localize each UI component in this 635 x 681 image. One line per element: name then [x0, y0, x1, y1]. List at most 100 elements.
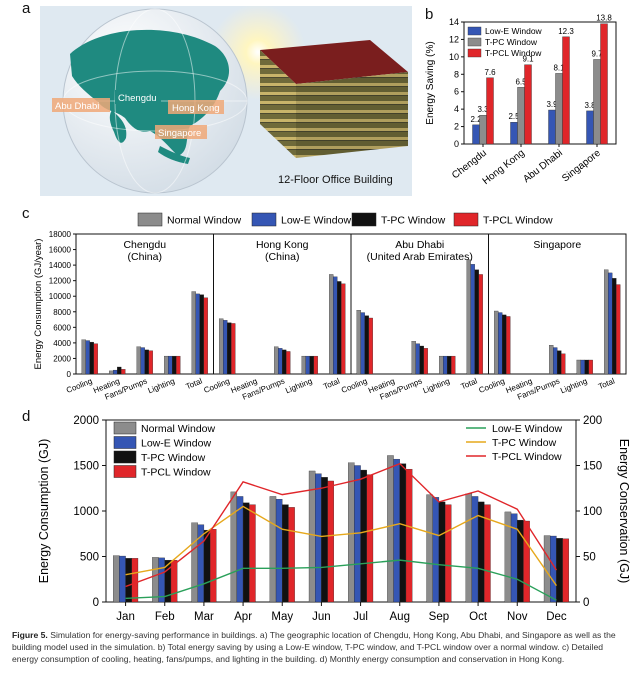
y-tick-label: 12	[449, 34, 459, 44]
figure-caption: Figure 5. Simulation for energy-saving p…	[12, 629, 627, 665]
chart-monthly-energy: 0 500 1000 1500 2000 0 50 100 150 200 Energy Consu…	[37, 415, 630, 623]
legend-swatch	[113, 450, 137, 464]
data-label: 7.6	[484, 68, 496, 77]
bar-low-e-window	[608, 272, 613, 375]
bar-t-pcl-window	[423, 348, 428, 375]
bar-t-pc-window	[199, 294, 204, 375]
bar-t-pc-window	[89, 341, 94, 375]
bar-t-pcl-window	[484, 504, 491, 603]
legend-label: T-PC Window	[492, 437, 557, 449]
legend-swatch	[137, 212, 163, 227]
panel-a-illustration: Abu Dhabi Chengdu Hong Kong Singapore 12…	[40, 6, 412, 196]
bar-t-pc-window	[517, 519, 524, 603]
bar-normal-window	[274, 346, 279, 375]
x-tick-label: Nov	[507, 611, 528, 623]
city-tag-singapore	[155, 125, 207, 139]
y-tick-label: 8	[454, 69, 459, 79]
bar-low-e-window	[333, 276, 338, 375]
bar-t-pc-window	[502, 314, 507, 375]
bar-t-pc-window	[584, 359, 589, 375]
x-tick-label: Cooling	[65, 377, 94, 396]
y2-axis-label: Energy Conservation (GJ)	[617, 439, 630, 584]
bar-normal-window	[301, 355, 306, 375]
y-tick-label: 0	[454, 139, 459, 149]
bar-normal-window	[356, 310, 361, 375]
city-label-abudhabi: Abu Dhabi	[55, 101, 99, 112]
bar-t-pc-window	[309, 355, 314, 375]
bar-t-pcl-window	[203, 297, 208, 375]
city-tag-hongkong	[168, 100, 224, 114]
bar-t-pcl-window	[176, 355, 181, 375]
bar-t-pc-window	[474, 269, 479, 375]
bar-low-e-window	[510, 122, 518, 145]
chart-energy-consumption: 0 2000 4000 6000 8000 10000 12000 14000 16000 180…	[33, 212, 627, 402]
legend-swatch	[467, 37, 482, 47]
x-tick-label: Total	[322, 376, 341, 391]
y-tick-label: 0	[93, 597, 99, 609]
bar-normal-window	[269, 496, 277, 603]
x-tick-label: Jun	[312, 611, 331, 623]
legend-label: T-PC Window	[381, 215, 446, 227]
panel-a-label: a	[22, 0, 31, 17]
bar-low-e-window	[315, 473, 322, 603]
bar-low-e-window	[498, 312, 503, 375]
caption-text: Simulation for energy-saving performance…	[12, 630, 616, 664]
bar-low-e-window	[236, 496, 244, 603]
bar-low-e-window	[278, 348, 283, 375]
y-tick-label: 10000	[49, 292, 72, 301]
panel-b-label: b	[425, 6, 434, 23]
x-tick-label: Jan	[116, 611, 135, 623]
data-label: 13.8	[596, 14, 612, 23]
y-tick-label: 1500	[73, 461, 99, 473]
bar-low-e-window	[432, 497, 440, 603]
x-tick-label: May	[271, 611, 293, 623]
bar-low-e-window	[548, 109, 556, 145]
city-label-chengdu: Chengdu	[118, 93, 157, 104]
city-tag-chengdu	[115, 90, 161, 104]
office-building	[260, 40, 408, 158]
y-tick-label: 2000	[53, 354, 71, 363]
y-tick-label: 2000	[73, 415, 99, 427]
bar-normal-window	[219, 318, 224, 375]
bar-t-pcl-window	[562, 538, 569, 603]
bar-normal-window	[426, 494, 433, 603]
bar-t-pc-window	[360, 469, 367, 603]
y-tick-label: 500	[80, 552, 99, 564]
bar-t-pcl-window	[562, 36, 570, 145]
x-tick-label: Total	[459, 376, 478, 391]
y-tick-label: 6	[454, 87, 459, 97]
bar-t-pcl-window	[524, 64, 532, 145]
legend-swatch	[113, 436, 137, 449]
bar-low-e-window	[85, 340, 90, 375]
bar-t-pc-window	[117, 366, 122, 375]
bar-low-e-window	[195, 293, 200, 375]
data-label: 2.2	[470, 115, 482, 124]
group-subtitle: (China)	[265, 251, 299, 263]
bar-low-e-window	[470, 264, 475, 375]
x-tick-label: Sep	[429, 611, 449, 623]
bar-normal-window	[466, 259, 471, 375]
bar-low-e-window	[471, 496, 479, 603]
bar-t-pc-window	[556, 538, 563, 603]
bar-normal-window	[465, 493, 473, 603]
x-tick-label: Jul	[353, 611, 368, 623]
bar-low-e-window	[393, 458, 400, 603]
legend-label: Normal Window	[141, 423, 216, 435]
legend-swatch	[251, 212, 277, 227]
y2-tick-label: 50	[583, 552, 596, 564]
bar-t-pc-window	[479, 115, 487, 145]
city-tag-abudhabi	[52, 98, 110, 112]
bar-t-pc-window	[282, 504, 289, 603]
bar-normal-window	[136, 346, 141, 375]
bar-low-e-window	[158, 557, 165, 603]
panel-c-label: c	[22, 205, 30, 222]
bar-t-pcl-window	[209, 529, 217, 603]
y-tick-label: 12000	[49, 277, 72, 286]
legend-swatch	[351, 212, 377, 227]
x-tick-label: Singapore	[560, 147, 603, 184]
bar-t-pc-window	[321, 477, 328, 603]
x-tick-label: Lighting	[284, 377, 313, 396]
bar-normal-window	[604, 269, 609, 375]
bar-normal-window	[329, 274, 334, 375]
legend-swatch	[113, 465, 137, 478]
